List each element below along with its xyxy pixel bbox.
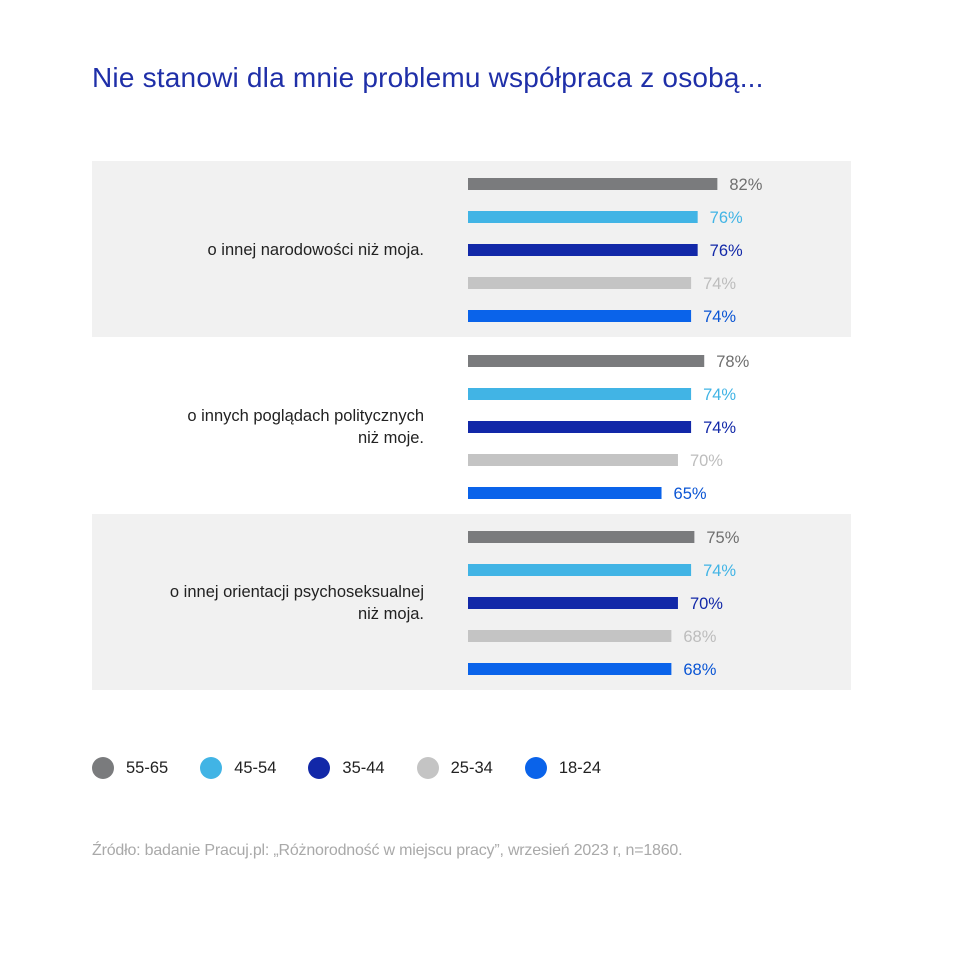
data-label: 70% [690,595,723,613]
legend-item: 55-65 [92,757,168,779]
bar-35-44 [468,244,698,256]
legend-item: 18-24 [524,757,602,779]
bar-45-54 [468,388,692,400]
legend-swatch [92,757,114,779]
bar-55-65 [468,355,705,367]
category-label: niż moja. [358,605,424,623]
data-label: 75% [706,529,739,547]
bar-25-34 [468,630,672,642]
data-label: 74% [703,275,736,293]
legend-swatch [524,757,547,779]
data-label: 68% [683,661,716,679]
bar-45-54 [468,211,698,223]
bar-chart: o innej narodowości niż moja. 82% 76% 76% 74… [92,161,851,690]
data-label: 65% [674,485,707,503]
data-label: 70% [690,452,723,470]
legend-item: 25-34 [416,757,493,779]
legend-item: 45-54 [200,757,276,779]
data-label: 74% [703,562,736,580]
bar-35-44 [468,421,692,433]
bar-55-65 [468,531,695,543]
legend-swatch [200,757,223,779]
legend-label: 18-24 [558,758,602,777]
legend-item: 35-44 [308,757,385,779]
bar-18-24 [468,487,662,499]
bar-35-44 [468,597,678,609]
data-label: 74% [703,308,736,326]
legend-label: 35-44 [342,758,385,777]
bar-45-54 [468,564,692,576]
legend: 55-65 45-54 35-44 25-34 18-24 [92,757,633,779]
data-label: 76% [710,242,743,260]
legend-label: 25-34 [450,758,493,777]
legend-label: 55-65 [126,758,169,777]
category-label: o innej narodowości niż moja. [208,241,424,259]
chart-title: Nie stanowi dla mnie problemu współpraca… [92,62,764,93]
category-label: niż moje. [358,429,424,447]
data-label: 78% [716,353,749,371]
bar-25-34 [468,454,678,466]
data-label: 76% [710,209,743,227]
bar-25-34 [468,277,692,289]
data-label: 82% [729,176,762,194]
legend-swatch [416,757,439,779]
legend-swatch [308,757,331,779]
category-label: o innej orientacji psychoseksualnej [170,583,424,601]
category-label: o innych poglądach politycznych [187,407,424,425]
data-label: 74% [703,386,736,404]
bar-18-24 [468,310,692,322]
source-note: Źródło: badanie Pracuj.pl: „Różnorodność… [92,842,683,859]
data-label: 74% [703,419,736,437]
bar-55-65 [468,178,718,190]
data-label: 68% [683,628,716,646]
legend-label: 45-54 [234,758,277,777]
bar-18-24 [468,663,672,675]
